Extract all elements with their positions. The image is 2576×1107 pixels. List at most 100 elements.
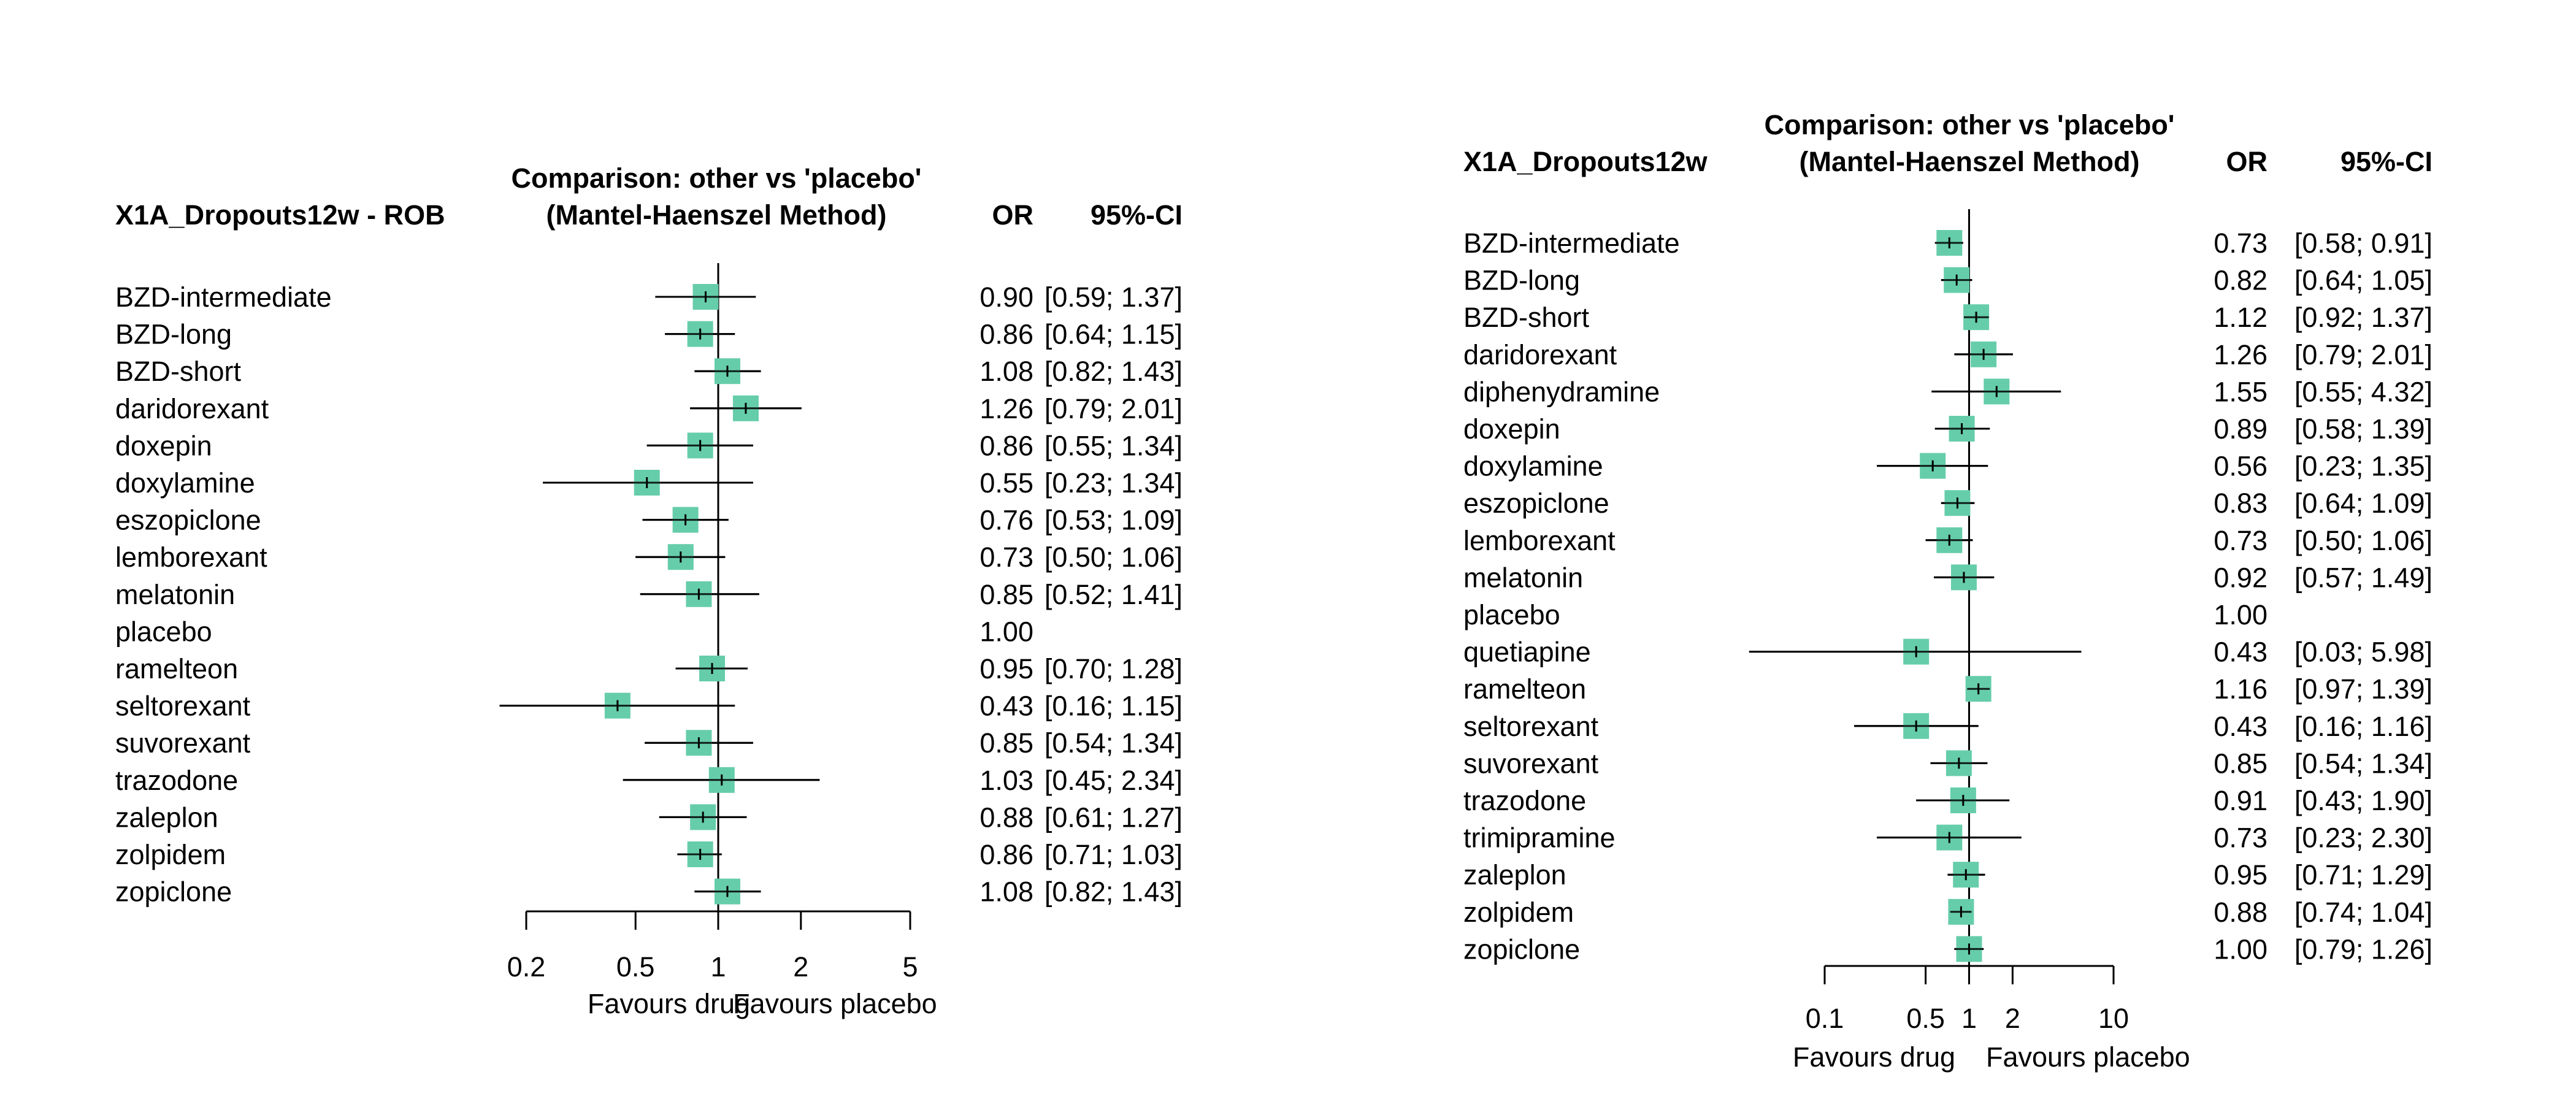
x-tick-label: 2 — [2005, 1003, 2020, 1034]
or-value: 0.55 — [979, 467, 1033, 499]
forest-row: placebo 1.00 — [1463, 599, 2267, 630]
treatment-label: doxylamine — [1463, 451, 1603, 482]
treatment-label: suvorexant — [1463, 748, 1599, 779]
forest-row: BZD-intermediate 0.73 [0.58; 0.91] — [1463, 228, 2432, 259]
ci-value: [0.70; 1.28] — [1045, 653, 1183, 684]
treatment-label: doxepin — [115, 430, 212, 461]
comparison-header-line1: Comparison: other vs 'placebo' — [1764, 109, 2174, 140]
forest-row: lemborexant 0.73 [0.50; 1.06] — [1463, 525, 2432, 556]
or-value: 0.86 — [979, 430, 1033, 461]
or-value: 0.89 — [2214, 413, 2267, 445]
ci-value: [0.50; 1.06] — [1045, 542, 1183, 573]
or-value: 0.43 — [2214, 637, 2267, 668]
treatment-label: eszopiclone — [115, 505, 261, 536]
ci-value: [0.97; 1.39] — [2294, 673, 2432, 705]
treatment-label: BZD-long — [115, 319, 232, 350]
or-value: 0.85 — [2214, 748, 2267, 779]
treatment-label: BZD-intermediate — [1463, 228, 1680, 259]
ci-value: [0.71; 1.29] — [2294, 859, 2432, 891]
outcome-header: X1A_Dropouts12w - ROB — [115, 199, 445, 231]
ci-value: [0.71; 1.03] — [1045, 839, 1183, 870]
forest-row: zopiclone 1.08 [0.82; 1.43] — [115, 876, 1183, 908]
forest-row: suvorexant 0.85 [0.54; 1.34] — [1463, 748, 2432, 779]
x-tick-label: 0.2 — [507, 951, 546, 983]
or-value: 1.08 — [979, 356, 1033, 387]
or-value: 0.43 — [979, 691, 1033, 722]
forest-row: eszopiclone 0.76 [0.53; 1.09] — [115, 505, 1183, 536]
forest-row: trimipramine 0.73 [0.23; 2.30] — [1463, 822, 2432, 854]
ci-value: [0.03; 5.98] — [2294, 637, 2432, 668]
or-value: 0.82 — [2214, 265, 2267, 296]
comparison-header-line2: (Mantel-Haenszel Method) — [1799, 146, 2139, 177]
forest-row: diphenydramine 1.55 [0.55; 4.32] — [1463, 376, 2432, 407]
forest-row: doxepin 0.89 [0.58; 1.39] — [1463, 413, 2432, 445]
treatment-label: BZD-intermediate — [115, 282, 332, 313]
treatment-label: suvorexant — [115, 727, 251, 759]
ci-value: [0.55; 1.34] — [1045, 430, 1183, 461]
forest-row: ramelteon 0.95 [0.70; 1.28] — [115, 653, 1183, 684]
outcome-header: X1A_Dropouts12w — [1463, 146, 1708, 177]
forest-row: BZD-intermediate 0.90 [0.59; 1.37] — [115, 282, 1183, 313]
ci-value: [0.59; 1.37] — [1045, 282, 1183, 313]
favours-placebo-label: Favours placebo — [1986, 1041, 2190, 1073]
or-value: 0.83 — [2214, 488, 2267, 519]
forest-row: seltorexant 0.43 [0.16; 1.16] — [1463, 711, 2432, 742]
treatment-label: BZD-short — [1463, 302, 1590, 333]
or-value: 1.08 — [979, 876, 1033, 908]
x-tick-label: 0.1 — [1806, 1003, 1844, 1034]
treatment-label: zaleplon — [115, 802, 218, 833]
forest-panel-1: Comparison: other vs 'placebo' X1A_Dropou… — [115, 163, 1183, 1019]
ci-value: [0.82; 1.43] — [1045, 876, 1183, 908]
forest-row: BZD-long 0.86 [0.64; 1.15] — [115, 319, 1183, 350]
ci-value: [0.79; 1.26] — [2294, 933, 2432, 965]
or-value: 0.88 — [2214, 897, 2267, 928]
ci-value: [0.54; 1.34] — [2294, 748, 2432, 779]
forest-row: melatonin 0.92 [0.57; 1.49] — [1463, 562, 2432, 593]
or-value: 0.73 — [2214, 525, 2267, 556]
or-value: 1.55 — [2214, 376, 2267, 407]
ci-value: [0.64; 1.05] — [2294, 265, 2432, 296]
or-value: 0.86 — [979, 319, 1033, 350]
ci-value: [0.43; 1.90] — [2294, 785, 2432, 816]
or-value: 0.95 — [2214, 859, 2267, 891]
or-value: 0.85 — [979, 727, 1033, 759]
ci-value: [0.61; 1.27] — [1045, 802, 1183, 833]
forest-row: doxylamine 0.56 [0.23; 1.35] — [1463, 451, 2432, 482]
forest-row: zaleplon 0.88 [0.61; 1.27] — [115, 802, 1183, 833]
or-value: 0.86 — [979, 839, 1033, 870]
treatment-label: zopiclone — [1463, 933, 1580, 965]
treatment-label: daridorexant — [1463, 339, 1617, 370]
or-value: 0.88 — [979, 802, 1033, 833]
x-tick-label: 0.5 — [1906, 1003, 1945, 1034]
treatment-label: trazodone — [115, 765, 238, 796]
treatment-label: zolpidem — [1463, 897, 1574, 928]
or-value: 1.03 — [979, 765, 1033, 796]
forest-row: zolpidem 0.88 [0.74; 1.04] — [1463, 897, 2432, 928]
or-value: 0.73 — [979, 542, 1033, 573]
ci-value: [0.57; 1.49] — [2294, 562, 2432, 593]
ci-value: [0.50; 1.06] — [2294, 525, 2432, 556]
treatment-label: eszopiclone — [1463, 488, 1609, 519]
forest-row: quetiapine 0.43 [0.03; 5.98] — [1463, 637, 2432, 668]
ci-value: [0.64; 1.09] — [2294, 488, 2432, 519]
x-tick-label: 10 — [2098, 1003, 2129, 1034]
or-value: 0.76 — [979, 505, 1033, 536]
or-value: 0.73 — [2214, 228, 2267, 259]
forest-row: trazodone 1.03 [0.45; 2.34] — [115, 765, 1183, 796]
x-tick-label: 2 — [793, 951, 808, 983]
treatment-label: seltorexant — [1463, 711, 1599, 742]
treatment-label: lemborexant — [115, 542, 267, 573]
favours-drug-label: Favours drug — [1793, 1041, 1955, 1073]
or-value: 1.00 — [979, 616, 1033, 647]
ci-value: [0.64; 1.15] — [1045, 319, 1183, 350]
ci-value: [0.82; 1.43] — [1045, 356, 1183, 387]
treatment-label: placebo — [115, 616, 212, 647]
treatment-label: ramelteon — [115, 653, 238, 684]
forest-row: daridorexant 1.26 [0.79; 2.01] — [1463, 339, 2432, 370]
or-value: 1.26 — [2214, 339, 2267, 370]
forest-row: BZD-long 0.82 [0.64; 1.05] — [1463, 265, 2432, 296]
favours-placebo-label: Favours placebo — [733, 988, 937, 1019]
treatment-label: melatonin — [1463, 562, 1583, 593]
forest-row: melatonin 0.85 [0.52; 1.41] — [115, 579, 1183, 610]
treatment-label: trimipramine — [1463, 822, 1616, 854]
